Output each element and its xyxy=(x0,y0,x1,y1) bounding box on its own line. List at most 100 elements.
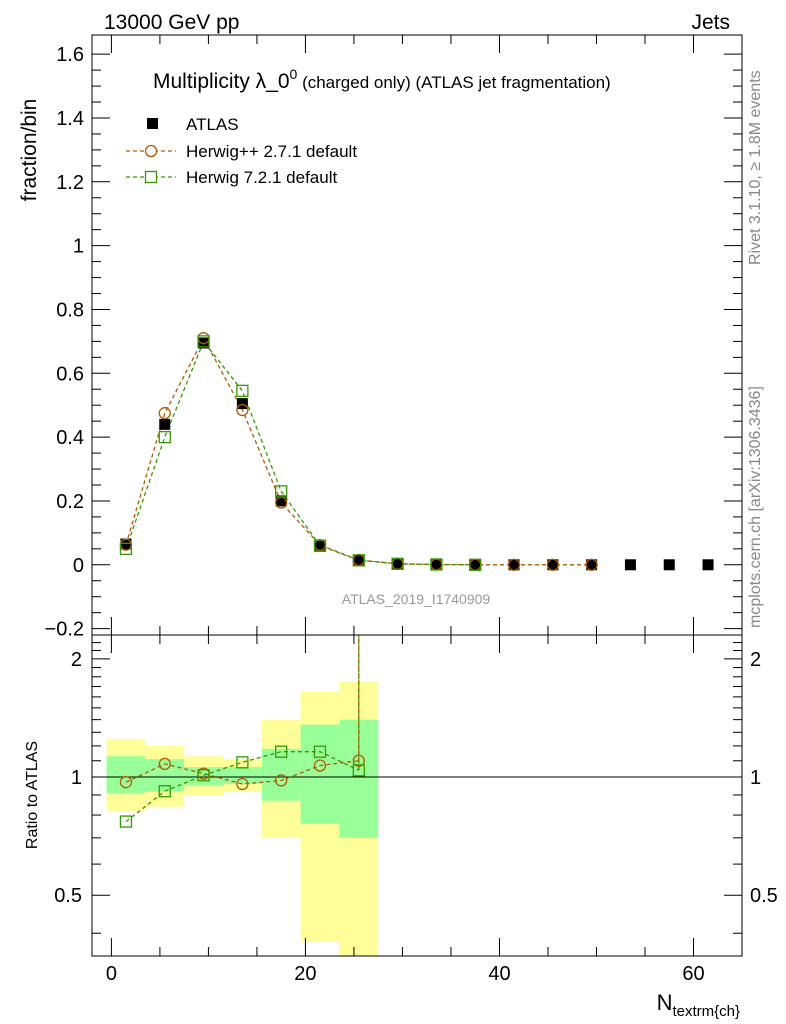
herwig7-point xyxy=(352,554,365,567)
herwig7-point xyxy=(313,539,327,552)
ratio-ytick-label: 1 xyxy=(71,767,82,789)
atlas-point xyxy=(275,495,287,507)
atlas-point xyxy=(586,559,598,571)
main-ytick-label: 1.4 xyxy=(56,108,84,130)
ratio-xtick-label: 40 xyxy=(488,963,510,985)
herwig7-point xyxy=(119,542,133,555)
herwig7-point xyxy=(430,558,443,571)
main-series-layer xyxy=(119,332,714,571)
ratio-axis-ticks: 0.5 0.51 12 20 20 40 60 xyxy=(54,635,778,985)
legend-label-atlas: ATLAS xyxy=(186,115,239,134)
ratio-band-inner xyxy=(222,767,262,784)
chart-title: Multiplicity λ_00 (charged only) (ATLAS … xyxy=(153,66,611,93)
ratio-herwigpp-point xyxy=(236,777,249,791)
ratio-ytick-label-right: 0.5 xyxy=(750,885,778,907)
ratio-series-layer xyxy=(119,635,365,828)
header-right: Jets xyxy=(691,11,730,34)
ratio-panel: 0.5 0.51 12 20 20 40 60 Ratio to ATLAS Ntextrm… xyxy=(24,634,778,1020)
ratio-ylabel: Ratio to ATLAS xyxy=(24,741,41,849)
main-ytick-label: 0.6 xyxy=(56,363,84,385)
atlas-point xyxy=(624,559,636,571)
ratio-ytick-label-right: 2 xyxy=(750,649,761,671)
herwig7-line xyxy=(125,340,476,566)
ratio-herwig7-point xyxy=(158,785,171,798)
main-panel: −0.2 0 0.2 0.4 0.6 0.8 1 1.2 1.4 1.6 Multiplicity… xyxy=(18,34,743,641)
legend-marker-herwigpp xyxy=(144,144,158,158)
ratio-xtick-label: 0 xyxy=(106,963,117,985)
herwigpp-point xyxy=(507,558,521,571)
ratio-xlabel-sub: textrm{ch} xyxy=(672,1003,740,1020)
atlas-point xyxy=(198,337,210,349)
main-ytick-label: 0.2 xyxy=(56,491,84,513)
legend-label-herwig7: Herwig 7.2.1 default xyxy=(186,168,337,187)
atlas-point xyxy=(663,559,675,571)
atlas-point xyxy=(702,559,714,571)
ratio-xtick-label: 20 xyxy=(294,963,316,985)
atlas-point xyxy=(120,538,132,550)
ratio-xlabel: Ntextrm{ch} xyxy=(657,990,740,1020)
ratio-herwig7-point xyxy=(352,764,365,777)
ratio-band-inner xyxy=(106,756,146,794)
ratio-xlabel-main: N xyxy=(657,990,673,1015)
main-ytick-label: 0.8 xyxy=(56,299,84,321)
herwig7-point xyxy=(275,485,288,498)
ratio-band-inner xyxy=(300,724,340,824)
main-axis-ticks: −0.2 0 0.2 0.4 0.6 0.8 1 1.2 1.4 1.6 xyxy=(45,35,742,641)
herwig7-point xyxy=(391,557,404,570)
main-ytick-label: 1 xyxy=(73,236,84,258)
main-ytick-label: 1.2 xyxy=(56,172,84,194)
ratio-ytick-label: 2 xyxy=(71,649,82,671)
legend-marker-atlas xyxy=(147,118,158,129)
herwig7-point xyxy=(469,558,482,571)
mcplots-label: mcplots.cern.ch [arXiv:1306.3436] xyxy=(747,386,764,628)
ratio-herwig7-point xyxy=(197,769,210,782)
main-ylabel: fraction/bin xyxy=(18,99,41,202)
herwig7-point xyxy=(197,335,210,348)
main-ytick-label: −0.2 xyxy=(45,619,84,641)
ratio-herwig7-point xyxy=(313,745,327,758)
legend-marker-herwig7 xyxy=(144,170,158,184)
main-ytick-label: 0 xyxy=(73,555,84,577)
herwig7-point xyxy=(236,384,249,398)
ratio-herwig7-point xyxy=(119,815,133,828)
herwigpp-point xyxy=(585,558,598,571)
ratio-ytick-label-right: 1 xyxy=(750,767,761,789)
atlas-point xyxy=(508,559,520,571)
ratio-herwig7-point xyxy=(236,756,249,769)
ratio-herwigpp-point xyxy=(275,774,288,787)
atlas-point xyxy=(236,398,248,410)
main-ytick-label: 0.4 xyxy=(56,427,84,449)
herwigpp-line xyxy=(125,336,592,566)
ratio-xtick-label: 60 xyxy=(682,963,704,985)
ratio-herwigpp-point xyxy=(313,759,327,772)
atlas-point xyxy=(547,559,559,571)
rivet-version-label: Rivet 3.1.10, ≥ 1.8M events xyxy=(747,70,764,265)
legend: ATLAS Herwig++ 2.7.1 default Herwig 7.2.… xyxy=(126,115,357,187)
analysis-id-label: ATLAS_2019_I1740909 xyxy=(342,591,491,607)
chart-title-main: Multiplicity λ_0 xyxy=(153,70,290,93)
chart-title-sup: 0 xyxy=(290,66,298,82)
main-ytick-label: 1.6 xyxy=(56,44,84,66)
herwig7-point xyxy=(158,430,171,444)
ratio-uncertainty-bands xyxy=(106,681,379,956)
ratio-herwigpp-point xyxy=(352,754,365,767)
ratio-herwig7-point xyxy=(275,745,288,758)
chart-title-rest: (charged only) (ATLAS jet fragmentation) xyxy=(297,73,610,92)
atlas-point xyxy=(353,554,365,566)
ratio-frame xyxy=(91,634,743,957)
ratio-herwig7-line xyxy=(125,751,360,823)
herwigpp-point xyxy=(158,407,171,420)
header-left: 13000 GeV pp xyxy=(104,11,239,34)
atlas-point xyxy=(159,418,171,430)
atlas-point xyxy=(469,559,481,571)
atlas-point xyxy=(392,558,404,570)
ratio-herwigpp-point xyxy=(119,776,133,789)
ratio-herwigpp-line xyxy=(125,760,359,785)
legend-label-herwigpp: Herwig++ 2.7.1 default xyxy=(186,142,357,161)
atlas-point xyxy=(430,558,442,570)
ratio-ytick-label: 0.5 xyxy=(54,885,82,907)
atlas-point xyxy=(314,540,326,552)
ratio-herwigpp-point xyxy=(158,757,171,771)
herwigpp-point xyxy=(546,558,559,571)
